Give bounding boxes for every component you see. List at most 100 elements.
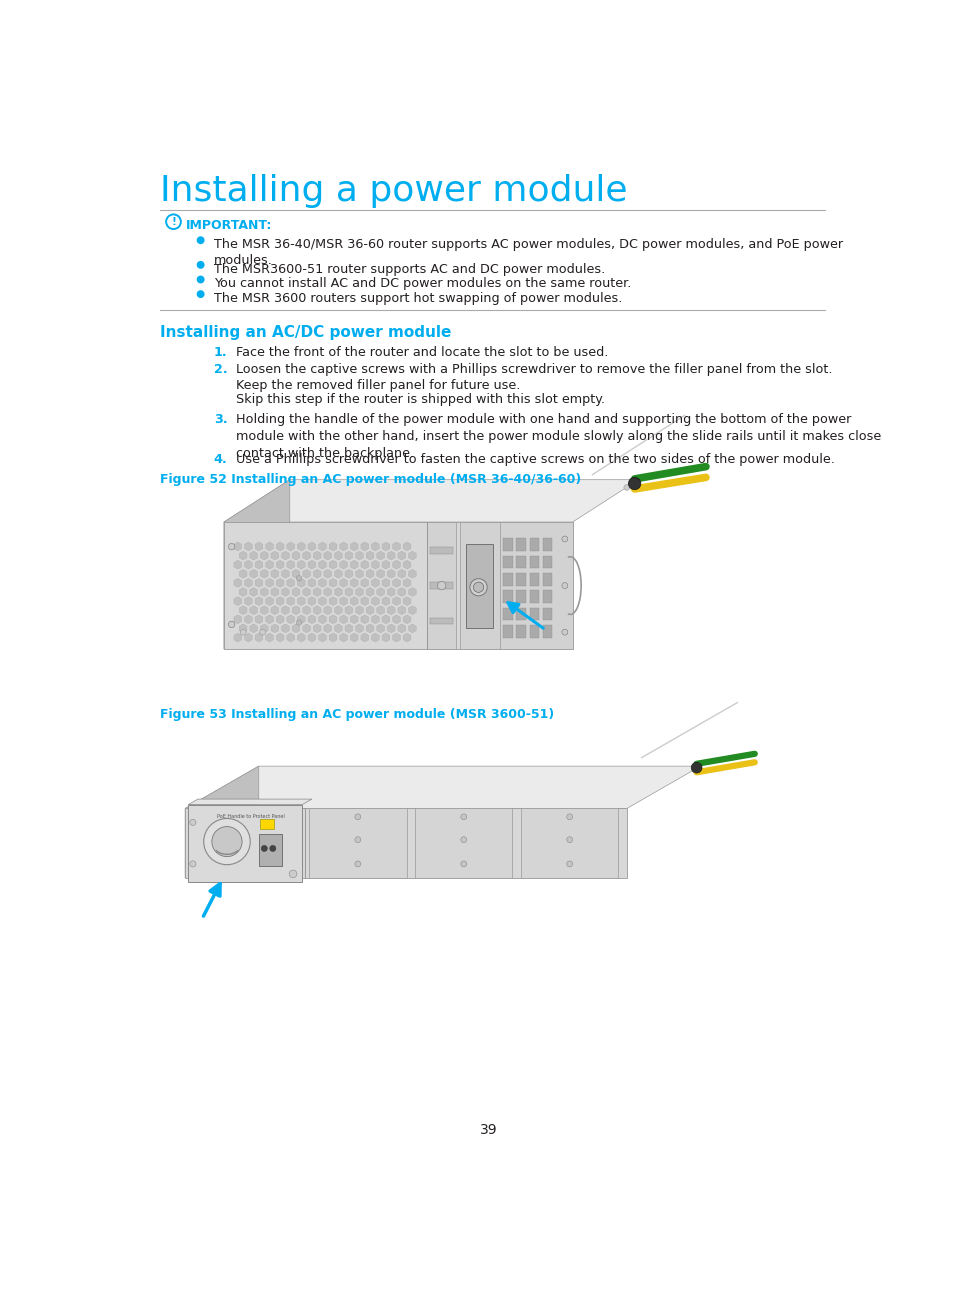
Circle shape [561, 537, 567, 542]
Bar [529, 625, 538, 638]
Circle shape [197, 262, 204, 268]
Circle shape [204, 819, 250, 864]
Text: Face the front of the router and locate the slot to be used.: Face the front of the router and locate … [235, 346, 607, 359]
Text: Installing an AC/DC power module: Installing an AC/DC power module [159, 325, 451, 340]
Circle shape [355, 814, 360, 820]
Bar [516, 625, 525, 638]
Circle shape [228, 621, 234, 627]
Text: 4.: 4. [213, 452, 228, 465]
Text: IMPORTANT:: IMPORTANT: [186, 219, 272, 232]
Circle shape [623, 485, 629, 490]
Circle shape [566, 861, 572, 867]
Bar [542, 573, 552, 586]
Bar [430, 582, 453, 588]
Text: !: ! [171, 216, 175, 227]
Text: 1.: 1. [213, 346, 227, 359]
Text: Figure 52 Installing an AC power module (MSR 36-40/36-60): Figure 52 Installing an AC power module … [159, 473, 580, 486]
Bar [503, 591, 513, 603]
Circle shape [197, 237, 204, 244]
Polygon shape [427, 522, 456, 649]
Circle shape [691, 762, 701, 772]
Bar [258, 833, 282, 866]
Bar [542, 625, 552, 638]
Circle shape [473, 582, 483, 592]
Circle shape [470, 579, 487, 596]
Circle shape [561, 630, 567, 635]
Circle shape [240, 630, 246, 635]
Text: Installing a power module: Installing a power module [159, 174, 626, 207]
Bar [542, 556, 552, 568]
Polygon shape [188, 805, 302, 881]
Circle shape [228, 543, 234, 550]
Bar [542, 538, 552, 551]
Polygon shape [459, 522, 572, 649]
Bar [260, 819, 274, 829]
Bar [520, 809, 618, 877]
Circle shape [460, 814, 466, 820]
Bar [309, 809, 406, 877]
Bar [516, 591, 525, 603]
Bar [542, 591, 552, 603]
Circle shape [460, 861, 466, 867]
Text: Use a Phillips screwdriver to fasten the captive screws on the two sides of the : Use a Phillips screwdriver to fasten the… [235, 452, 834, 465]
Text: The MSR 36-40/MSR 36-60 router supports AC power modules, DC power modules, and : The MSR 36-40/MSR 36-60 router supports … [213, 238, 842, 267]
Circle shape [566, 814, 572, 820]
Bar [529, 556, 538, 568]
Bar [415, 809, 512, 877]
Bar [503, 625, 513, 638]
Bar [430, 617, 453, 625]
Bar [516, 573, 525, 586]
Bar [529, 573, 538, 586]
Circle shape [259, 630, 265, 635]
Circle shape [197, 290, 204, 297]
Text: You cannot install AC and DC power modules on the same router.: You cannot install AC and DC power modul… [213, 277, 631, 290]
Text: Figure 53 Installing an AC power module (MSR 3600-51): Figure 53 Installing an AC power module … [159, 709, 554, 722]
Bar [430, 547, 453, 553]
Text: Loosen the captive screws with a Phillips screwdriver to remove the filler panel: Loosen the captive screws with a Phillip… [235, 363, 831, 376]
Circle shape [190, 819, 195, 826]
Circle shape [566, 837, 572, 842]
Polygon shape [466, 543, 493, 627]
Bar [503, 556, 513, 568]
Polygon shape [188, 800, 312, 805]
Text: Keep the removed filler panel for future use.: Keep the removed filler panel for future… [235, 378, 519, 391]
Text: The MSR3600-51 router supports AC and DC power modules.: The MSR3600-51 router supports AC and DC… [213, 263, 604, 276]
Text: Skip this step if the router is shipped with this slot empty.: Skip this step if the router is shipped … [235, 394, 604, 407]
Circle shape [561, 583, 567, 588]
Text: !: ! [266, 822, 269, 827]
Circle shape [190, 861, 195, 867]
Circle shape [355, 837, 360, 842]
Text: PoE Handle to Protect Panel: PoE Handle to Protect Panel [216, 814, 284, 819]
Circle shape [628, 477, 640, 490]
Bar [503, 573, 513, 586]
Circle shape [261, 845, 267, 851]
Bar [503, 608, 513, 621]
Text: 3.: 3. [213, 412, 227, 425]
Bar [542, 608, 552, 621]
Circle shape [355, 861, 360, 867]
Text: Holding the handle of the power module with one hand and supporting the bottom o: Holding the handle of the power module w… [235, 412, 880, 460]
Polygon shape [185, 809, 626, 877]
Text: The MSR 3600 routers support hot swapping of power modules.: The MSR 3600 routers support hot swappin… [213, 292, 621, 305]
Bar [516, 556, 525, 568]
Bar [516, 608, 525, 621]
Text: 39: 39 [479, 1122, 497, 1137]
Polygon shape [185, 766, 258, 877]
Polygon shape [185, 766, 700, 809]
Text: 2.: 2. [213, 363, 227, 376]
Bar [503, 538, 513, 551]
Circle shape [296, 575, 301, 581]
Polygon shape [224, 480, 290, 649]
Circle shape [270, 845, 275, 851]
Bar [529, 538, 538, 551]
Bar [529, 608, 538, 621]
Circle shape [197, 276, 204, 283]
Polygon shape [224, 480, 638, 522]
Polygon shape [224, 522, 572, 649]
Bar [529, 591, 538, 603]
Circle shape [212, 827, 242, 857]
Bar [516, 538, 525, 551]
Circle shape [436, 582, 445, 590]
Circle shape [296, 619, 301, 625]
Circle shape [289, 870, 296, 877]
